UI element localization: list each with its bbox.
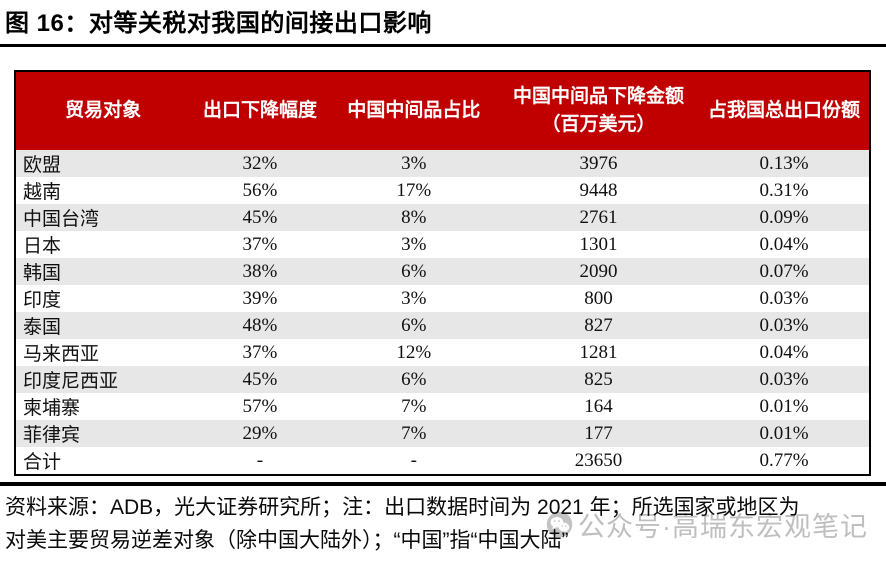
table-cell: 中国台湾 [23,209,100,230]
page-title: 图 16：对等关税对我国的间接出口影响 [5,10,432,37]
table-row: 柬埔寨 57% 7% 164 0.01% [15,393,870,420]
column-header-intermediate-share: 中国中间品占比 [329,71,499,150]
table-cell: 164 [584,395,613,417]
table-cell: 0.77% [759,449,809,471]
table-cell: 3% [401,152,427,174]
table-row: 印度尼西亚 45% 6% 825 0.03% [15,366,870,393]
table-cell: 32% [242,152,278,174]
table-cell: 菲律宾 [23,425,81,446]
table-cell: 越南 [23,182,62,203]
table-cell: 8% [401,206,427,228]
table-cell: 0.13% [759,152,809,174]
table-cell: 印度 [23,290,62,311]
table-cell: 6% [401,368,427,390]
table-cell: 0.09% [759,206,809,228]
header-row: 贸易对象 出口下降幅度 中国中间品占比 中国中间品下降金额（百万美元） 占我国总… [15,71,870,150]
table-cell: 0.07% [759,260,809,282]
table-cell: 37% [242,341,278,363]
footer-divider [0,482,886,486]
table-cell: 0.01% [759,422,809,444]
table-cell: 0.03% [759,314,809,336]
table-cell: 柬埔寨 [23,398,81,419]
table-cell: 3% [401,287,427,309]
watermark-text: 公众号·高瑞东宏观笔记 [578,512,868,542]
table-cell: 45% [242,206,278,228]
table-cell: 6% [401,314,427,336]
table-cell: 6% [401,260,427,282]
table-cell: 45% [242,368,278,390]
column-header-intermediate-decline-amount: 中国中间品下降金额（百万美元） [498,71,699,150]
table-cell: 7% [401,422,427,444]
table-row: 菲律宾 29% 7% 177 0.01% [15,420,870,447]
table-cell: 7% [401,395,427,417]
table-row: 日本 37% 3% 1301 0.04% [15,231,870,258]
table-body: 欧盟 32% 3% 3976 0.13% 越南 56% 17% 9448 0.3… [15,150,870,475]
table-header: 贸易对象 出口下降幅度 中国中间品占比 中国中间品下降金额（百万美元） 占我国总… [15,71,870,150]
table-cell: 欧盟 [23,155,62,176]
table-cell: 韩国 [23,263,62,284]
title-underline [0,44,886,47]
table-cell: 3% [401,233,427,255]
table-row-total: 合计 - - 23650 0.77% [15,447,870,475]
table-cell: - [410,449,417,471]
table-cell: 2761 [579,206,618,228]
table-cell: 57% [242,395,278,417]
column-header-total-export-share: 占我国总出口份额 [698,71,870,150]
table-cell: 56% [242,179,278,201]
table-cell: 0.01% [759,395,809,417]
table-row: 欧盟 32% 3% 3976 0.13% [15,150,870,177]
column-header-trade-partner: 贸易对象 [15,71,191,150]
table-cell: 17% [396,179,432,201]
table-cell: 29% [242,422,278,444]
watermark: 公众号·高瑞东宏观笔记 [546,505,868,544]
table-cell: 23650 [574,449,623,471]
column-header-export-decline: 出口下降幅度 [190,71,330,150]
table-row: 中国台湾 45% 8% 2761 0.09% [15,204,870,231]
table-cell: 0.04% [759,233,809,255]
table-cell: 825 [584,368,613,390]
source-note-line1: 资料来源：ADB，光大证券研究所；注：出口数据时间为 2021 年；所选国家或地… [5,496,800,519]
tariff-impact-table: 贸易对象 出口下降幅度 中国中间品占比 中国中间品下降金额（百万美元） 占我国总… [14,70,871,476]
table-cell: 0.03% [759,287,809,309]
table-cell: - [256,449,264,471]
table-cell: 1281 [579,341,618,363]
table-row: 越南 56% 17% 9448 0.31% [15,177,870,204]
table-cell: 177 [584,422,613,444]
table-row: 韩国 38% 6% 2090 0.07% [15,258,870,285]
table-cell: 800 [584,287,613,309]
table-cell: 2090 [579,260,618,282]
table-cell: 0.31% [759,179,809,201]
source-note: 资料来源：ADB，光大证券研究所；注：出口数据时间为 2021 年；所选国家或地… [5,491,883,557]
table-cell: 37% [242,233,278,255]
table-cell: 12% [396,341,432,363]
table-cell: 38% [242,260,278,282]
wechat-icon [546,511,573,538]
table-row: 印度 39% 3% 800 0.03% [15,285,870,312]
table-cell: 48% [242,314,278,336]
table-cell: 日本 [23,236,62,257]
table-cell: 827 [584,314,613,336]
source-note-line2: 对美主要贸易逆差对象（除中国大陆外）；“中国”指“中国大陆” [5,529,569,552]
table-cell: 合计 [23,452,62,473]
table-row: 马来西亚 37% 12% 1281 0.04% [15,339,870,366]
table-cell: 印度尼西亚 [23,371,119,392]
table-cell: 1301 [579,233,618,255]
table-cell: 马来西亚 [23,344,100,365]
table-cell: 泰国 [23,317,62,338]
table-cell: 9448 [579,179,618,201]
table-cell: 0.03% [759,368,809,390]
table-cell: 39% [242,287,278,309]
table-row: 泰国 48% 6% 827 0.03% [15,312,870,339]
table-cell: 3976 [579,152,618,174]
table-cell: 0.04% [759,341,809,363]
